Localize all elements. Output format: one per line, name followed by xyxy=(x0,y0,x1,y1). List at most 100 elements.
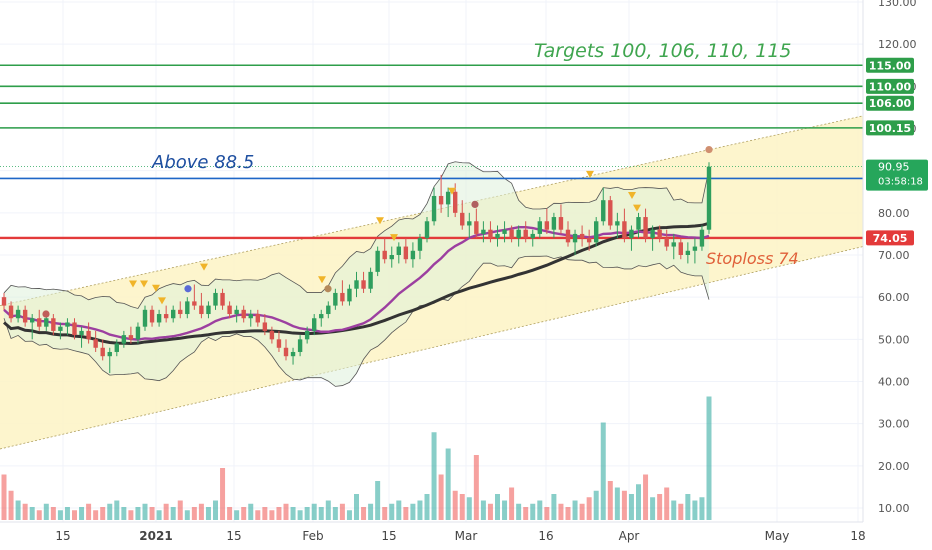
volume-bar xyxy=(318,507,324,520)
volume-bar xyxy=(339,503,345,520)
price-tick-label: 60.00 xyxy=(878,291,910,304)
volume-bar xyxy=(128,510,134,520)
volume-bar xyxy=(600,422,606,520)
volume-bar xyxy=(473,455,479,520)
candle-body xyxy=(283,347,289,357)
time-tick-label: 15 xyxy=(381,529,396,543)
time-tick-label: 16 xyxy=(538,529,553,543)
volume-bar xyxy=(579,503,585,520)
volume-bar xyxy=(304,507,310,520)
candle-body xyxy=(312,318,317,331)
volume-bar xyxy=(57,510,63,520)
volume-bar xyxy=(36,510,42,520)
price-tick-label: 80.00 xyxy=(878,207,910,220)
volume-bar xyxy=(283,503,289,520)
candle-body xyxy=(445,191,451,205)
candle-body xyxy=(474,221,479,234)
candle-body xyxy=(410,250,416,260)
volume-bar xyxy=(699,497,705,520)
volume-bar xyxy=(86,503,92,520)
candle-body xyxy=(178,309,183,315)
volume-bar xyxy=(509,487,515,520)
volume-bar xyxy=(375,481,381,520)
price-label-box xyxy=(866,120,914,136)
candle-body xyxy=(93,339,98,348)
candle-body xyxy=(319,314,324,319)
volume-bar xyxy=(170,507,176,520)
volume-bar xyxy=(93,510,99,520)
signal-dot xyxy=(184,285,192,293)
candle-body xyxy=(565,229,571,243)
time-tick-label: 18 xyxy=(850,529,865,543)
price-label-box xyxy=(866,230,914,246)
bollinger-lower xyxy=(3,255,710,387)
volume-bar xyxy=(621,490,627,520)
signal-triangle xyxy=(448,187,456,195)
volume-bar xyxy=(22,503,28,520)
volume-bar xyxy=(177,500,183,520)
signal-triangle xyxy=(318,276,326,284)
volume-bar xyxy=(198,503,204,520)
above-annotation: Above 88.5 xyxy=(151,152,254,173)
volume-bar xyxy=(8,490,14,520)
signal-dot xyxy=(324,285,332,293)
candle-body xyxy=(227,305,232,315)
candle-body xyxy=(643,217,648,239)
volume-bar xyxy=(311,503,317,520)
candle-body xyxy=(622,221,627,239)
candle-body xyxy=(354,280,359,289)
time-tick-label: 15 xyxy=(55,529,70,543)
signal-triangle xyxy=(158,297,166,305)
horizontal-levels xyxy=(0,64,863,240)
bollinger-upper xyxy=(3,161,710,309)
candle-body xyxy=(86,330,91,340)
price-tick-label: 30.00 xyxy=(878,418,910,431)
candle-body xyxy=(453,191,458,213)
candle-body xyxy=(297,339,303,352)
candle-body xyxy=(594,221,599,243)
candle-body xyxy=(107,351,112,357)
price-tick-label: 10.00 xyxy=(878,502,910,515)
candle-body xyxy=(121,335,127,344)
price-label-box xyxy=(866,57,914,73)
time-tick-label: Mar xyxy=(455,529,478,543)
candle-body xyxy=(608,200,613,226)
candle-body xyxy=(629,229,634,239)
volume-bar xyxy=(650,497,656,520)
candle-body xyxy=(269,330,275,340)
volume-bar xyxy=(530,503,536,520)
candle-body xyxy=(601,200,606,222)
candle-body xyxy=(290,351,296,357)
candle-body xyxy=(276,339,282,348)
candle-body xyxy=(361,280,366,289)
volume-bar xyxy=(424,494,430,520)
volume-bar xyxy=(523,507,529,520)
time-axis[interactable]: 15 2021 15 Feb 15 Mar 16 Apr May 18 xyxy=(55,529,865,543)
volume-bar xyxy=(706,396,712,520)
volume-bars xyxy=(1,396,712,520)
candle-body xyxy=(636,217,641,230)
price-tick-label: 20.00 xyxy=(878,460,910,473)
candle-body xyxy=(199,305,204,315)
volume-bar xyxy=(255,510,261,520)
candle-body xyxy=(58,326,63,331)
volume-bar xyxy=(502,500,508,520)
candle-body xyxy=(192,301,197,306)
volume-bar xyxy=(64,507,70,520)
volume-bar xyxy=(163,503,169,520)
volume-bar xyxy=(107,503,113,520)
candle-body xyxy=(389,255,394,260)
volume-bar xyxy=(438,474,444,520)
volume-bar xyxy=(248,503,254,520)
candle-body xyxy=(615,221,620,226)
volume-bar xyxy=(558,503,564,520)
price-axis[interactable]: 130.00120.00110.00100.0090.0080.0070.006… xyxy=(878,0,917,515)
candle-body xyxy=(502,229,507,234)
volume-bar xyxy=(149,507,155,520)
signal-triangle xyxy=(140,280,148,288)
candle-body xyxy=(171,309,176,319)
volume-bar xyxy=(114,500,120,520)
volume-bar xyxy=(276,507,282,520)
volume-bar xyxy=(551,494,557,520)
